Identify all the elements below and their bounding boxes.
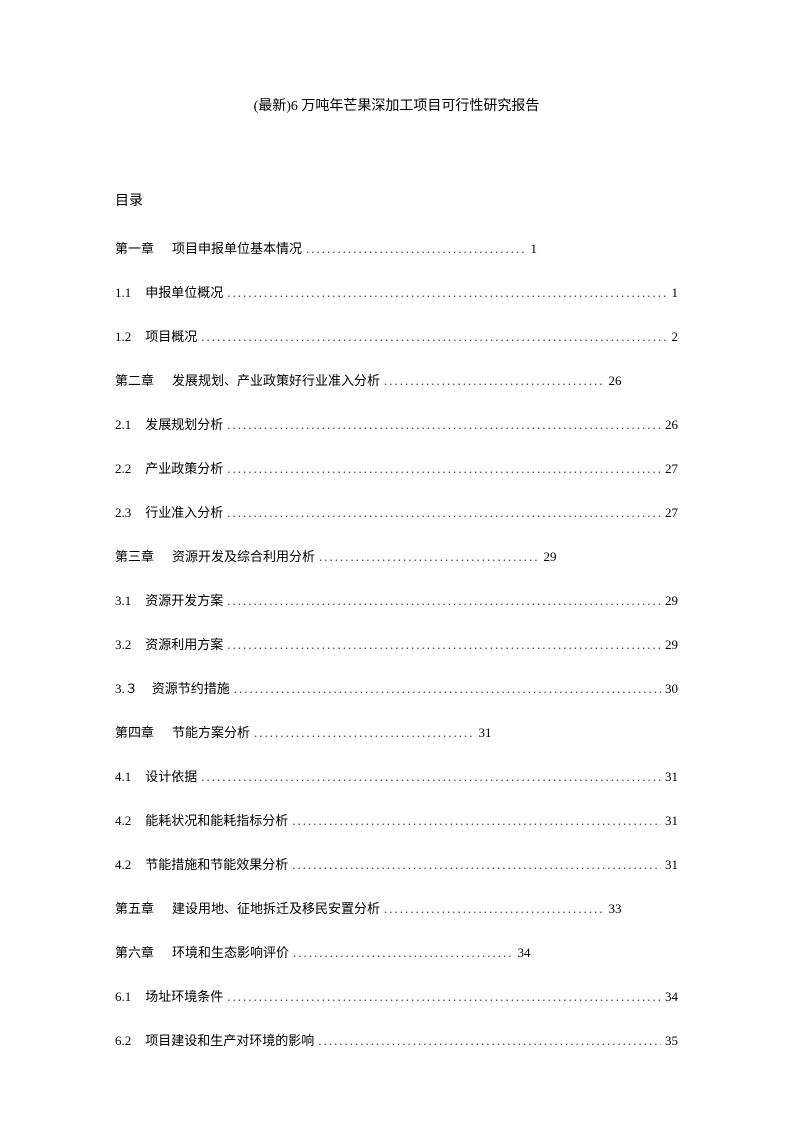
toc-entry-page: 27 (665, 461, 678, 477)
toc-entry-number: 第四章 (115, 722, 154, 741)
toc-entry-page: 29 (665, 637, 678, 653)
toc-entry: 第三章资源开发及综合利用分析..........................… (115, 546, 678, 565)
toc-entry: 3.1 资源开发方案...............................… (115, 590, 678, 609)
toc-entry-page: 34 (518, 945, 531, 961)
document-title: (最新)6 万吨年芒果深加工项目可行性研究报告 (115, 95, 678, 115)
toc-entry-label: 节能措施和节能效果分析 (145, 854, 288, 873)
toc-entry-page: 33 (609, 901, 622, 917)
toc-entry-number: 1.1 (115, 285, 131, 301)
toc-entry-page: 31 (479, 725, 492, 741)
toc-entry-leader: ........................................… (234, 681, 661, 697)
toc-entry-number: 第六章 (115, 942, 154, 961)
toc-entry-number: 2.2 (115, 461, 131, 477)
toc-entry-page: 31 (665, 857, 678, 873)
toc-entry-label: 项目概况 (145, 326, 197, 345)
toc-entry-number: 3.３ (115, 678, 138, 697)
toc-entry-leader: ........................................… (292, 857, 661, 873)
toc-entry-number: 3.2 (115, 637, 131, 653)
toc-entry-leader: ........................................… (201, 329, 667, 345)
toc-entry-leader: ........................................… (318, 1033, 661, 1049)
toc-entry-label: 行业准入分析 (145, 502, 223, 521)
toc-entry-label: 环境和生态影响评价 (172, 942, 289, 961)
toc-entry-page: 31 (665, 769, 678, 785)
toc-entry-leader: ........................................… (227, 505, 661, 521)
toc-entry-leader: ........................................… (227, 461, 661, 477)
toc-entry-number: 4.1 (115, 769, 131, 785)
toc-entry-label: 项目申报单位基本情况 (172, 238, 302, 257)
toc-entry-page: 1 (531, 241, 538, 257)
toc-entry-label: 场址环境条件 (145, 986, 223, 1005)
toc-entry-label: 资源节约措施 (152, 678, 230, 697)
toc-entry-label: 设计依据 (145, 766, 197, 785)
toc-entry-number: 第三章 (115, 546, 154, 565)
toc-entry-page: 29 (665, 593, 678, 609)
toc-entry-page: 35 (665, 1033, 678, 1049)
toc-entry: 第一章项目申报单位基本情况...........................… (115, 238, 678, 257)
toc-entry-leader: ........................................… (319, 549, 540, 565)
table-of-contents: 第一章项目申报单位基本情况...........................… (115, 238, 678, 1049)
toc-entry-number: 第二章 (115, 370, 154, 389)
toc-entry-label: 发展规划、产业政策好行业准入分析 (172, 370, 380, 389)
toc-entry-page: 34 (665, 989, 678, 1005)
toc-entry-page: 27 (665, 505, 678, 521)
toc-entry-leader: ........................................… (384, 901, 605, 917)
toc-entry: 第二章发展规划、产业政策好行业准入分析.....................… (115, 370, 678, 389)
toc-entry-page: 2 (672, 329, 679, 345)
toc-entry-label: 节能方案分析 (172, 722, 250, 741)
toc-entry-leader: ........................................… (201, 769, 661, 785)
toc-entry: 6.1 场址环境条件...............................… (115, 986, 678, 1005)
toc-entry: 3.３ 资源节约措施...............................… (115, 678, 678, 697)
toc-entry-label: 产业政策分析 (145, 458, 223, 477)
toc-entry: 2.3 行业准入分析...............................… (115, 502, 678, 521)
toc-entry-page: 30 (665, 681, 678, 697)
toc-entry-label: 资源开发方案 (145, 590, 223, 609)
toc-entry: 2.2 产业政策分析...............................… (115, 458, 678, 477)
toc-entry-leader: ........................................… (227, 593, 661, 609)
toc-heading: 目录 (115, 190, 678, 210)
toc-entry: 1.1 申报单位概况...............................… (115, 282, 678, 301)
toc-entry-number: 6.2 (115, 1033, 131, 1049)
toc-entry: 4.2 能耗状况和能耗指标分析..........................… (115, 810, 678, 829)
toc-entry-label: 项目建设和生产对环境的影响 (145, 1030, 314, 1049)
toc-entry: 2.1 发展规划分析...............................… (115, 414, 678, 433)
toc-entry-label: 能耗状况和能耗指标分析 (145, 810, 288, 829)
toc-entry-leader: ........................................… (227, 417, 661, 433)
toc-entry: 3.2 资源利用方案...............................… (115, 634, 678, 653)
toc-entry: 1.2 项目概况.................................… (115, 326, 678, 345)
toc-entry-label: 建设用地、征地拆迁及移民安置分析 (172, 898, 380, 917)
toc-entry-number: 2.1 (115, 417, 131, 433)
toc-entry-leader: ........................................… (227, 989, 661, 1005)
toc-entry-label: 资源利用方案 (145, 634, 223, 653)
toc-entry-number: 4.2 (115, 857, 131, 873)
toc-entry: 第四章节能方案分析...............................… (115, 722, 678, 741)
toc-entry-leader: ........................................… (293, 945, 514, 961)
toc-entry-page: 26 (665, 417, 678, 433)
toc-entry-page: 29 (544, 549, 557, 565)
toc-entry-number: 第五章 (115, 898, 154, 917)
toc-entry-page: 31 (665, 813, 678, 829)
toc-entry: 第六章环境和生态影响评价............................… (115, 942, 678, 961)
toc-entry: 第五章建设用地、征地拆迁及移民安置分析.....................… (115, 898, 678, 917)
toc-entry-leader: ........................................… (227, 637, 661, 653)
toc-entry-leader: ........................................… (227, 285, 667, 301)
toc-entry-leader: ........................................… (292, 813, 661, 829)
toc-entry-number: 第一章 (115, 238, 154, 257)
toc-entry-number: 2.3 (115, 505, 131, 521)
toc-entry-page: 26 (609, 373, 622, 389)
toc-entry-leader: ........................................… (306, 241, 527, 257)
toc-entry-label: 资源开发及综合利用分析 (172, 546, 315, 565)
toc-entry-number: 1.2 (115, 329, 131, 345)
toc-entry-label: 申报单位概况 (145, 282, 223, 301)
toc-entry-number: 3.1 (115, 593, 131, 609)
toc-entry-leader: ........................................… (384, 373, 605, 389)
toc-entry-label: 发展规划分析 (145, 414, 223, 433)
toc-entry-leader: ........................................… (254, 725, 475, 741)
toc-entry-page: 1 (672, 285, 679, 301)
toc-entry: 4.2 节能措施和节能效果分析..........................… (115, 854, 678, 873)
toc-entry: 4.1 设计依据.................................… (115, 766, 678, 785)
toc-entry-number: 6.1 (115, 989, 131, 1005)
toc-entry-number: 4.2 (115, 813, 131, 829)
toc-entry: 6.2 项目建设和生产对环境的影响........................… (115, 1030, 678, 1049)
